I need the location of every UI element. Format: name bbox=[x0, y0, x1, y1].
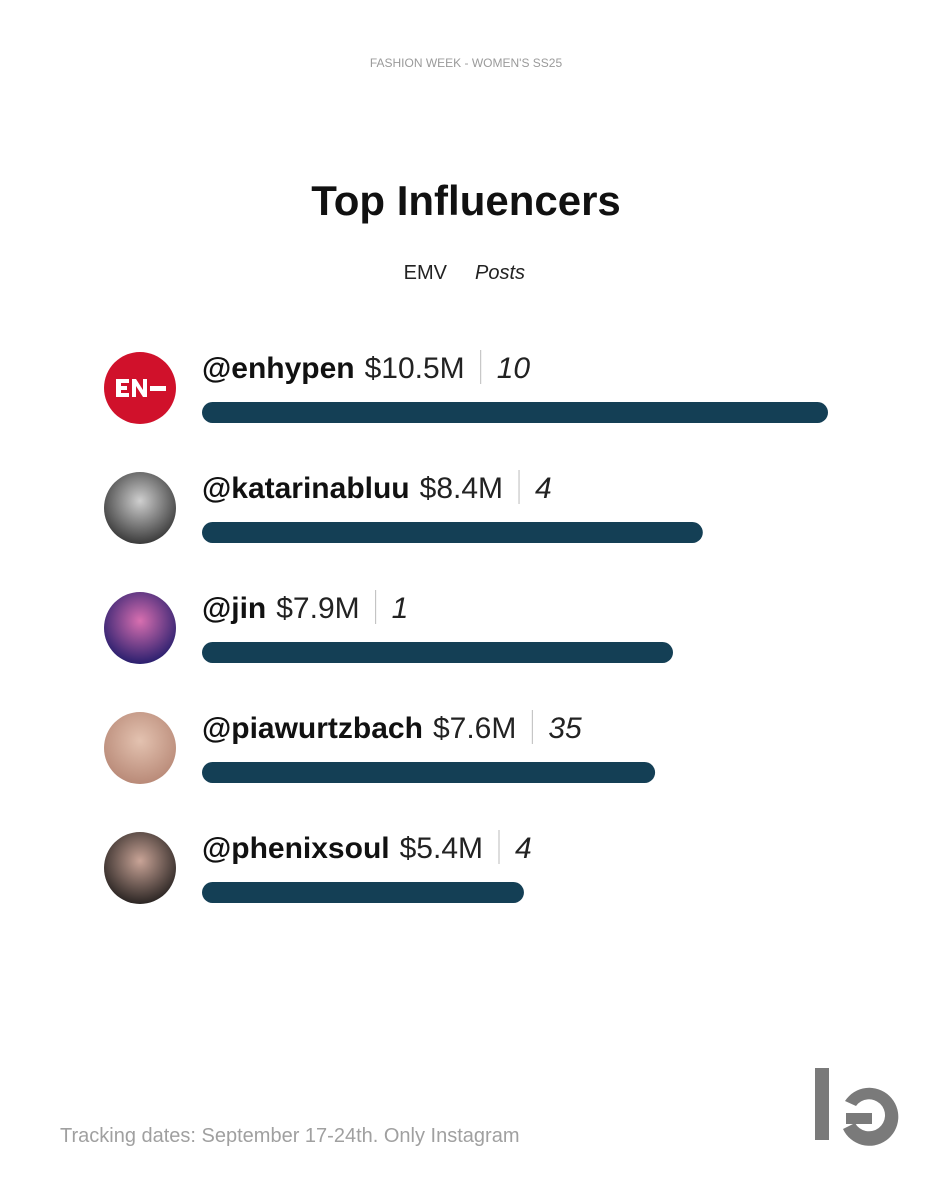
avatar bbox=[104, 472, 176, 544]
logo-shape bbox=[116, 386, 127, 390]
brand-logo bbox=[815, 1068, 899, 1146]
bar bbox=[202, 882, 524, 903]
influencer-handle: @phenixsoul bbox=[202, 832, 390, 865]
bar bbox=[202, 522, 703, 543]
emv-label: $8.4M bbox=[420, 472, 503, 505]
emv-label: $7.9M bbox=[276, 592, 359, 625]
avatar bbox=[104, 832, 176, 904]
logo-shape bbox=[132, 379, 147, 397]
chart-title: Top Influencers bbox=[311, 177, 621, 224]
avatar bbox=[104, 592, 176, 664]
legend-label: EMV bbox=[404, 262, 448, 284]
influencer-handle: @enhypen bbox=[202, 352, 355, 385]
posts-label: 1 bbox=[392, 592, 409, 625]
posts-label: 35 bbox=[548, 712, 582, 745]
emv-label: $7.6M bbox=[433, 712, 516, 745]
logo-shape bbox=[150, 386, 166, 391]
influencer-handle: @katarinabluu bbox=[202, 472, 410, 505]
bar bbox=[202, 642, 673, 663]
bar bbox=[202, 762, 656, 783]
logo-e bbox=[843, 1087, 899, 1146]
posts-label: 4 bbox=[515, 832, 532, 865]
posts-label: 10 bbox=[497, 352, 531, 385]
legend-label: Posts bbox=[475, 262, 525, 284]
logo-shape bbox=[116, 393, 129, 397]
footnote: Tracking dates: September 17-24th. Only … bbox=[60, 1125, 519, 1147]
influencer-handle: @jin bbox=[202, 592, 266, 625]
emv-label: $10.5M bbox=[365, 352, 465, 385]
emv-label: $5.4M bbox=[400, 832, 483, 865]
logo-shape bbox=[116, 379, 129, 383]
avatar bbox=[104, 712, 176, 784]
logo-bar bbox=[815, 1068, 829, 1140]
chart-subtitle: FASHION WEEK - WOMEN'S SS25 bbox=[370, 56, 563, 70]
bar bbox=[202, 402, 828, 423]
rows: @enhypen $10.5M 10 @katarinabluu $8.4M 4 @jin $… bbox=[104, 350, 828, 904]
posts-label: 4 bbox=[535, 472, 552, 505]
influencer-handle: @piawurtzbach bbox=[202, 712, 423, 745]
